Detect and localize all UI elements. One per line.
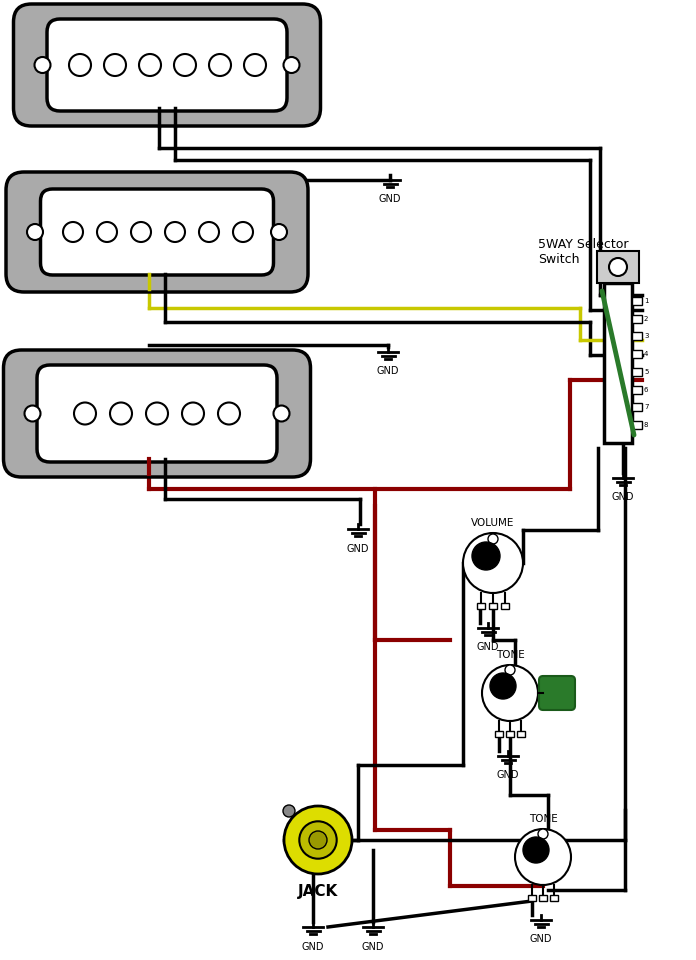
Circle shape: [233, 222, 253, 242]
Circle shape: [299, 822, 337, 858]
Text: 5WAY Selector
Switch: 5WAY Selector Switch: [538, 238, 628, 266]
Circle shape: [182, 402, 204, 424]
Bar: [632, 368, 642, 376]
Circle shape: [97, 222, 117, 242]
Bar: [550, 895, 558, 901]
Bar: [632, 315, 642, 323]
Circle shape: [472, 542, 500, 570]
Bar: [632, 421, 642, 429]
Circle shape: [74, 402, 96, 424]
Circle shape: [505, 665, 515, 675]
Bar: [632, 350, 642, 358]
Text: TONE: TONE: [529, 814, 557, 824]
FancyBboxPatch shape: [539, 676, 575, 710]
Circle shape: [284, 806, 352, 874]
Text: 8: 8: [644, 422, 649, 428]
Circle shape: [24, 405, 40, 421]
Circle shape: [274, 405, 290, 421]
Circle shape: [490, 673, 516, 699]
Circle shape: [488, 534, 498, 544]
FancyBboxPatch shape: [47, 19, 287, 111]
Circle shape: [165, 222, 185, 242]
Text: 4: 4: [644, 351, 649, 357]
Circle shape: [35, 57, 51, 73]
Circle shape: [131, 222, 151, 242]
Bar: [632, 332, 642, 341]
Circle shape: [609, 258, 627, 276]
Bar: [604, 283, 632, 443]
FancyBboxPatch shape: [3, 350, 310, 477]
Text: GND: GND: [477, 642, 499, 653]
Text: JACK: JACK: [298, 884, 338, 899]
Text: TONE: TONE: [496, 650, 524, 660]
Text: 1: 1: [644, 298, 649, 303]
Text: GND: GND: [497, 771, 519, 780]
Circle shape: [174, 54, 196, 76]
Text: 3: 3: [644, 333, 649, 339]
Bar: [517, 731, 525, 737]
Circle shape: [515, 829, 571, 885]
Bar: [597, 251, 639, 283]
Circle shape: [218, 402, 240, 424]
Circle shape: [523, 837, 549, 863]
Circle shape: [271, 224, 287, 240]
Bar: [489, 603, 497, 609]
Circle shape: [209, 54, 231, 76]
Circle shape: [482, 665, 538, 721]
Circle shape: [104, 54, 126, 76]
Text: GND: GND: [530, 934, 552, 945]
Bar: [632, 297, 642, 304]
Bar: [506, 731, 514, 737]
Bar: [477, 603, 485, 609]
Circle shape: [538, 829, 548, 839]
Bar: [528, 895, 536, 901]
Text: GND: GND: [379, 195, 402, 204]
Circle shape: [27, 224, 43, 240]
Bar: [501, 603, 509, 609]
Circle shape: [110, 402, 132, 424]
Circle shape: [309, 831, 327, 849]
Text: GND: GND: [612, 492, 634, 502]
Text: GND: GND: [377, 367, 400, 376]
Text: VOLUME: VOLUME: [471, 518, 514, 528]
FancyBboxPatch shape: [37, 365, 277, 462]
Circle shape: [146, 402, 168, 424]
Circle shape: [244, 54, 266, 76]
Circle shape: [69, 54, 91, 76]
Circle shape: [63, 222, 83, 242]
Circle shape: [139, 54, 161, 76]
FancyBboxPatch shape: [6, 172, 308, 292]
Text: 6: 6: [644, 387, 649, 393]
Bar: [495, 731, 503, 737]
Circle shape: [463, 533, 523, 593]
Bar: [539, 895, 547, 901]
Circle shape: [199, 222, 219, 242]
FancyBboxPatch shape: [13, 4, 320, 126]
Bar: [632, 386, 642, 394]
Bar: [632, 403, 642, 412]
Text: 5: 5: [644, 369, 649, 375]
Text: 2: 2: [644, 316, 649, 322]
Circle shape: [283, 805, 295, 817]
Text: GND: GND: [347, 543, 370, 554]
Circle shape: [283, 57, 299, 73]
Text: 7: 7: [644, 404, 649, 411]
Text: GND: GND: [302, 942, 324, 951]
Text: GND: GND: [362, 942, 384, 951]
FancyBboxPatch shape: [40, 189, 274, 275]
